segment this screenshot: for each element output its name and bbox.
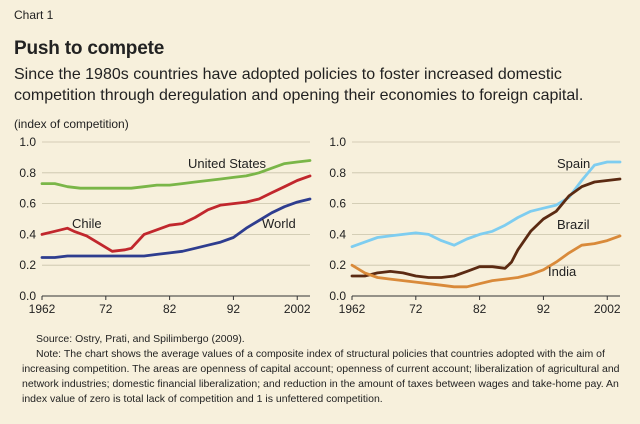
- series-label-india: India: [548, 264, 577, 279]
- y-tick-label: 0.4: [19, 227, 36, 241]
- x-tick-label: 82: [473, 302, 487, 316]
- series-label-brazil: Brazil: [557, 217, 590, 232]
- series-label-spain: Spain: [557, 156, 590, 171]
- x-tick-label: 82: [163, 302, 177, 316]
- explanatory-note: Note: The chart shows the average values…: [22, 348, 620, 405]
- y-tick-label: 0.2: [19, 258, 36, 272]
- series-line-chile: [40, 174, 312, 253]
- x-tick-label: 1962: [29, 302, 56, 316]
- footer: Source: Ostry, Prati, and Spilimbergo (2…: [22, 332, 628, 407]
- y-tick-label: 0.8: [19, 166, 36, 180]
- y-tick-label: 1.0: [329, 135, 346, 149]
- series-line-united-states: [40, 159, 312, 190]
- x-tick-label: 72: [409, 302, 423, 316]
- series-label-chile: Chile: [72, 216, 102, 231]
- series-label-world: World: [262, 216, 296, 231]
- series-line-world: [40, 197, 312, 259]
- series-line-spain: [350, 160, 622, 249]
- y-tick-label: 0.6: [19, 197, 36, 211]
- y-tick-label: 0.6: [329, 197, 346, 211]
- y-tick-label: 1.0: [19, 135, 36, 149]
- x-tick-label: 2002: [594, 302, 621, 316]
- chart-title: Push to compete: [14, 38, 165, 59]
- x-tick-label: 2002: [284, 302, 311, 316]
- series-line-brazil: [350, 177, 622, 279]
- chart-number: Chart 1: [14, 8, 54, 22]
- y-tick-label: 0.0: [19, 289, 36, 303]
- x-tick-label: 92: [227, 302, 241, 316]
- y-unit-label: (index of competition): [14, 117, 129, 131]
- x-tick-label: 1962: [339, 302, 366, 316]
- series-label-united-states: United States: [188, 156, 267, 171]
- y-tick-label: 0.4: [329, 227, 346, 241]
- chart-subtitle: Since the 1980s countries have adopted p…: [14, 66, 584, 104]
- y-tick-label: 0.0: [329, 289, 346, 303]
- x-tick-label: 72: [99, 302, 113, 316]
- series-line-india: [350, 234, 622, 289]
- y-tick-label: 0.8: [329, 166, 346, 180]
- source-note: Source: Ostry, Prati, and Spilimbergo (2…: [36, 333, 245, 345]
- y-tick-label: 0.2: [329, 258, 346, 272]
- x-tick-label: 92: [537, 302, 551, 316]
